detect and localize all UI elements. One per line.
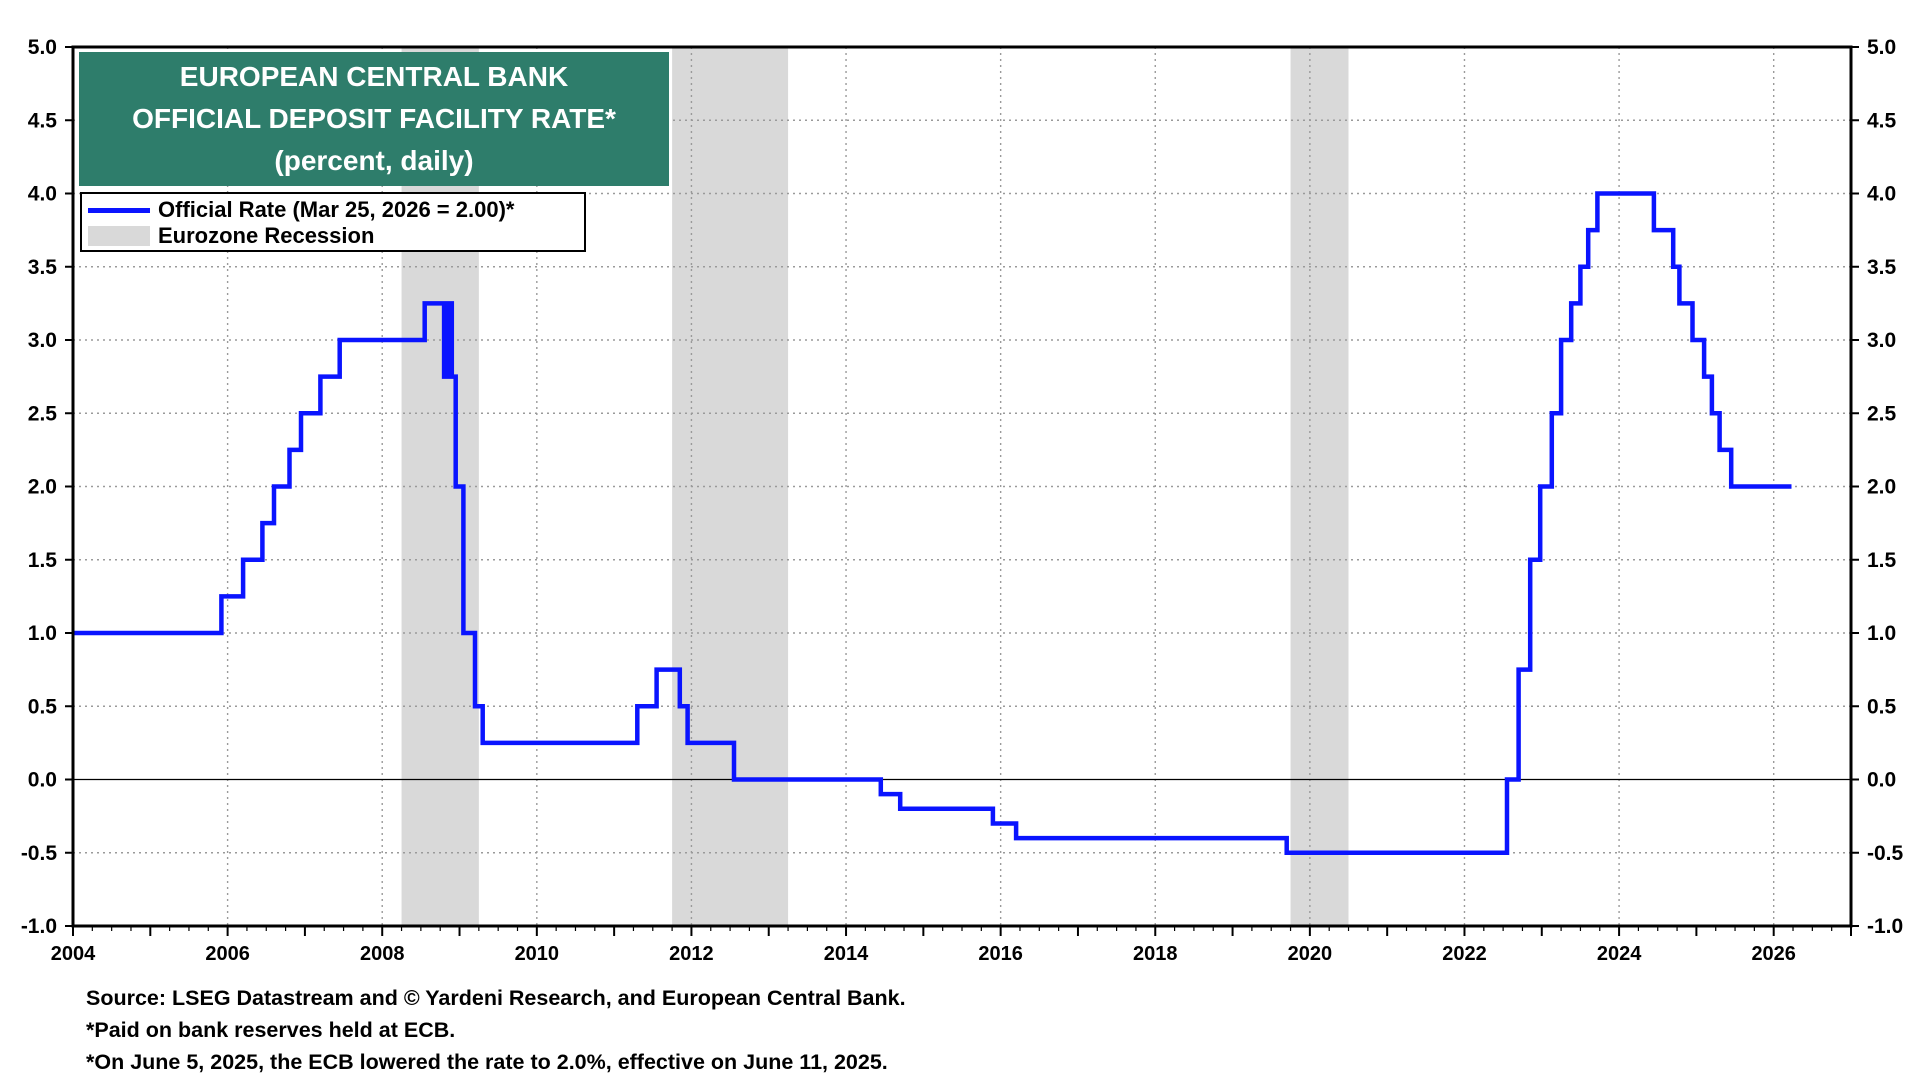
x-tick-label: 2010 — [515, 943, 560, 965]
y-tick-label-right: 0.0 — [1867, 769, 1896, 792]
legend-label-recession: Eurozone Recession — [158, 223, 375, 248]
y-tick-label-left: 3.5 — [28, 256, 58, 279]
chart-title-box: EUROPEAN CENTRAL BANK OFFICIAL DEPOSIT F… — [79, 52, 669, 186]
axis-layer — [65, 45, 1859, 936]
y-tick-label-right: 5.0 — [1867, 36, 1896, 59]
footnote-reserves: *Paid on bank reserves held at ECB. — [86, 1018, 456, 1042]
y-tick-label-left: 4.0 — [28, 183, 57, 206]
y-tick-label-right: -1.0 — [1867, 915, 1903, 938]
y-tick-label-right: 1.0 — [1867, 622, 1896, 645]
y-tick-label-left: 5.0 — [28, 36, 57, 59]
x-tick-label: 2018 — [1133, 943, 1178, 965]
y-tick-label-right: 2.0 — [1867, 476, 1896, 499]
y-tick-label-left: 2.5 — [28, 402, 58, 425]
chart-title-line-3: (percent, daily) — [274, 145, 474, 176]
chart-title-line-1: EUROPEAN CENTRAL BANK — [179, 61, 569, 92]
y-tick-label-right: 3.0 — [1867, 329, 1896, 352]
y-tick-label-left: 2.0 — [28, 476, 57, 499]
y-tick-label-left: 4.5 — [28, 109, 58, 132]
x-tick-label: 2020 — [1288, 943, 1333, 965]
y-tick-label-left: 3.0 — [28, 329, 57, 352]
chart-title-line-2: OFFICIAL DEPOSIT FACILITY RATE* — [132, 103, 616, 134]
source-note: Source: LSEG Datastream and © Yardeni Re… — [86, 986, 906, 1010]
x-tick-label: 2014 — [824, 943, 869, 965]
y-tick-label-right: 3.5 — [1867, 256, 1897, 279]
y-tick-label-right: 0.5 — [1867, 695, 1897, 718]
legend-item-official-rate: Official Rate (Mar 25, 2026 = 2.00)* — [88, 197, 514, 223]
x-tick-label: 2016 — [978, 943, 1023, 965]
legend-label-official-rate: Official Rate (Mar 25, 2026 = 2.00)* — [158, 197, 515, 222]
footnotes: Source: LSEG Datastream and © Yardeni Re… — [86, 982, 906, 1078]
y-tick-label-left: -1.0 — [21, 915, 57, 938]
legend: Official Rate (Mar 25, 2026 = 2.00)* Eur… — [80, 192, 586, 252]
y-tick-label-left: -0.5 — [21, 842, 58, 865]
series-line-official-rate — [73, 191, 1792, 856]
x-tick-label: 2012 — [669, 943, 714, 965]
x-tick-label: 2022 — [1442, 943, 1487, 965]
y-tick-label-left: 1.5 — [28, 549, 58, 572]
y-tick-label-right: 4.5 — [1867, 109, 1897, 132]
y-tick-label-left: 0.0 — [28, 769, 57, 792]
y-tick-label-left: 1.0 — [28, 622, 57, 645]
y-tick-label-right: -0.5 — [1867, 842, 1904, 865]
tick-labels: -1.0 -1.0 -0.5 -0.5 0.0 0.0 0.5 0.5 1.0 1.0 1.5 1.5… — [21, 36, 1904, 965]
x-tick-label: 2008 — [360, 943, 405, 965]
y-tick-label-right: 4.0 — [1867, 183, 1896, 206]
legend-line-swatch — [88, 207, 150, 213]
legend-recession-swatch — [88, 226, 150, 246]
y-tick-label-right: 1.5 — [1867, 549, 1897, 572]
x-tick-label: 2024 — [1597, 943, 1642, 965]
series-layer — [73, 191, 1792, 856]
x-tick-label: 2006 — [205, 943, 250, 965]
footnote-rate-change: *On June 5, 2025, the ECB lowered the ra… — [86, 1050, 888, 1074]
x-tick-label: 2026 — [1751, 943, 1796, 965]
y-tick-label-left: 0.5 — [28, 695, 58, 718]
x-tick-label: 2004 — [51, 943, 96, 965]
legend-item-recession: Eurozone Recession — [88, 223, 374, 249]
y-tick-label-right: 2.5 — [1867, 402, 1897, 425]
